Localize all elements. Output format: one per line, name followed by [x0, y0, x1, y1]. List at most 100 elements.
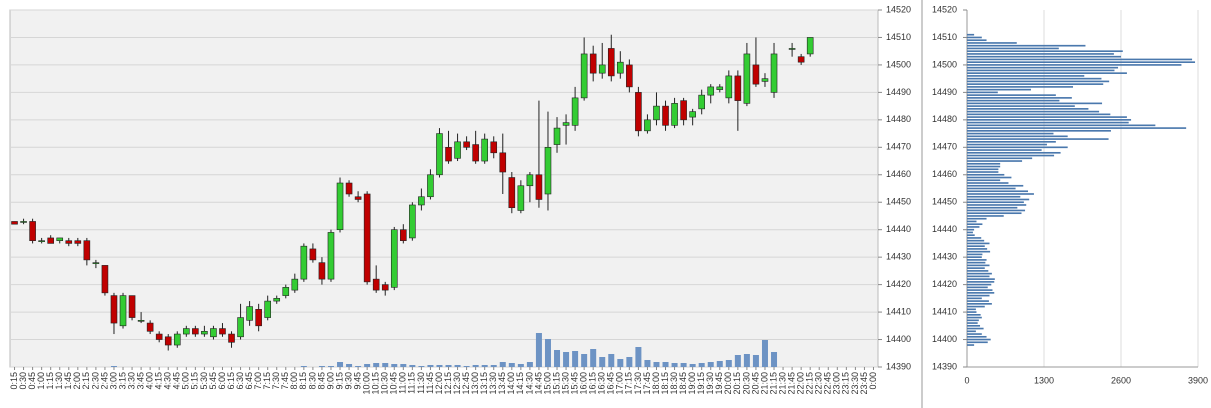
volume-bar: [481, 365, 488, 367]
x-tick-label: 11:15: [407, 372, 417, 394]
candle-body: [65, 240, 73, 244]
profile-bar: [967, 119, 1132, 121]
profile-bar: [967, 53, 1114, 55]
x-tick-label: 17:30: [633, 372, 643, 395]
profile-bar: [967, 319, 979, 322]
candle-body: [291, 278, 299, 291]
x-tick-label: 19:15: [696, 372, 706, 395]
candle-body: [689, 111, 696, 118]
volume-bar: [743, 354, 750, 367]
volume-bar: [671, 363, 678, 367]
profile-bar: [967, 149, 1042, 151]
volume-bar: [725, 360, 732, 367]
volume-bar: [563, 352, 570, 367]
volume-bar: [608, 354, 615, 367]
candle-body: [553, 127, 561, 145]
candle-body: [47, 237, 54, 244]
candle-body: [481, 138, 488, 162]
candle-body: [119, 295, 127, 327]
x-tick-label: 8:30: [307, 372, 317, 390]
candle-body: [806, 37, 814, 55]
x-tick-label: 5:00: [181, 372, 191, 390]
candle-body: [38, 240, 45, 242]
x-tick-label: 21:30: [777, 372, 787, 395]
profile-bar: [967, 209, 1026, 212]
x-tick-label: 5:45: [208, 372, 218, 390]
profile-bar: [967, 270, 989, 272]
x-tick-label: 1:15: [45, 372, 55, 390]
y-tick-label: 14480: [886, 114, 911, 124]
volume-bar: [689, 364, 696, 367]
y-tick-label: 14430: [932, 252, 957, 262]
profile-bar: [967, 220, 977, 223]
candle-body: [526, 174, 534, 187]
candle-body: [671, 103, 678, 126]
profile-bar: [967, 283, 992, 286]
candle-body: [580, 53, 588, 99]
y-tick-label: 14410: [932, 306, 957, 316]
candle-body: [544, 147, 552, 195]
candle-body: [137, 320, 145, 322]
y-tick-label: 14400: [932, 334, 957, 344]
volume-bar: [581, 354, 588, 367]
x-tick-label: 6:30: [235, 372, 245, 390]
profile-bar: [967, 162, 1001, 165]
x-tick-label: 16:00: [579, 372, 589, 395]
profile-bar: [967, 151, 1061, 154]
profile-bar: [967, 193, 1034, 195]
candle-body: [300, 245, 308, 280]
x-tick-label: 19:30: [705, 372, 715, 395]
candle-body: [201, 330, 208, 335]
x-tick-label: 22:00: [796, 372, 806, 395]
profile-bar: [967, 204, 1027, 206]
x-tick-label: 4:15: [154, 372, 164, 390]
profile-bar: [967, 173, 1005, 176]
x-tick-label: 8:45: [316, 372, 326, 390]
candle-body: [698, 94, 705, 110]
x-tick-label: 15:15: [551, 372, 561, 395]
y-tick-label: 14510: [932, 32, 957, 42]
volume-bar: [364, 364, 371, 367]
x-tick-label: 13:00: [470, 372, 480, 395]
profile-bar: [967, 333, 982, 335]
x-tick-label: 8:15: [298, 372, 308, 390]
profile-bar: [967, 261, 986, 264]
profile-bar: [967, 64, 1182, 66]
candle-body: [463, 141, 470, 148]
profile-bar: [967, 308, 976, 311]
x-tick-label: 18:15: [660, 372, 670, 395]
x-tick-label: 16:30: [597, 372, 607, 395]
x-tick-label: 9:30: [343, 372, 353, 390]
profile-bar: [967, 281, 995, 283]
y-tick-label: 14480: [932, 114, 957, 124]
volume-bar: [499, 362, 506, 367]
x-tick-label: 17:00: [615, 372, 625, 395]
x-tick-label: 11:45: [425, 372, 435, 394]
candle-body: [490, 141, 498, 154]
x-tick-label: 11:30: [416, 372, 426, 394]
x-tick-label: 10:30: [380, 372, 390, 395]
candle-body: [74, 240, 82, 244]
volume-bar: [318, 366, 325, 367]
volume-bar: [436, 365, 443, 367]
x-tick-label: 20:15: [732, 372, 742, 395]
x-tick-label: 12:00: [434, 372, 444, 395]
profile-bar: [967, 206, 1018, 209]
profile-bar: [967, 341, 988, 344]
x-tick-label: 15:30: [560, 372, 570, 395]
y-tick-label: 14470: [932, 142, 957, 152]
candle-body: [707, 86, 715, 96]
x-tick-label: 7:45: [280, 372, 290, 390]
candle-body: [173, 333, 181, 346]
candle-body: [210, 328, 217, 338]
candle-body: [571, 97, 579, 126]
profile-bar: [967, 286, 988, 289]
x-tick-label: 16:45: [606, 372, 616, 395]
x-tick-label: 23:00: [832, 372, 842, 395]
profile-bar: [967, 99, 1060, 102]
x-tick-label: 11:00: [398, 372, 408, 394]
candle-body: [255, 309, 262, 327]
volume-bar: [544, 339, 551, 367]
y-tick-label: 14520: [886, 4, 911, 14]
y-tick-label: 14390: [886, 361, 911, 371]
